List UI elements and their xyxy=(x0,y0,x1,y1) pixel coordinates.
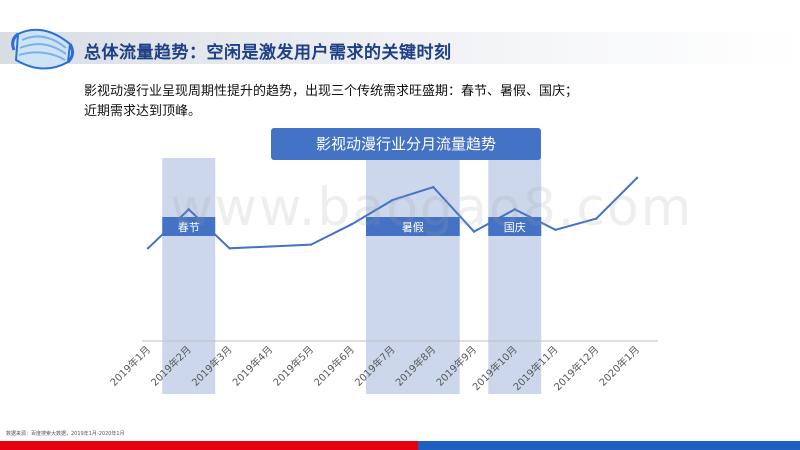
bottom-bar-blue xyxy=(418,441,800,450)
x-tick-label-5: 2019年6月 xyxy=(311,343,357,389)
bottom-bar-red xyxy=(0,441,418,450)
data-point-12 xyxy=(635,176,639,180)
data-point-1 xyxy=(187,208,190,211)
data-point-11 xyxy=(595,217,598,220)
chart-title: 影视动漫行业分月流量趋势 xyxy=(271,128,541,160)
x-tick-label-3: 2019年4月 xyxy=(230,343,276,389)
data-point-7 xyxy=(432,185,435,189)
highlight-label-box-1 xyxy=(366,217,460,236)
x-tick-label-4: 2019年5月 xyxy=(270,343,316,389)
intro-line-2: 近期需求达到顶峰。 xyxy=(84,104,202,119)
page-title: 总体流量趋势：空闲是激发用户需求的关键时刻 xyxy=(84,43,452,63)
highlight-label-box-0 xyxy=(162,217,216,236)
header-band xyxy=(0,32,800,64)
highlight-labels: 春节 暑假 国庆 xyxy=(162,217,542,236)
highlight-band-1 xyxy=(366,158,460,394)
intro-text: 影视动漫行业呈现周期性提升的趋势，出现三个传统需求旺盛期：春节、暑假、国庆； 近… xyxy=(84,82,704,122)
highlight-band-0 xyxy=(162,158,216,394)
face-mask-icon xyxy=(11,28,75,70)
chart-highlight-bands xyxy=(162,158,542,394)
x-tick-label-0: 2019年1月 xyxy=(107,343,153,389)
data-point-9 xyxy=(513,208,516,211)
watermark: www.baogao8.com xyxy=(170,178,694,238)
data-point-0 xyxy=(146,247,150,250)
highlight-label-2: 国庆 xyxy=(504,220,526,234)
highlight-label-box-2 xyxy=(488,217,542,236)
source-note: 数据来源：百度搜索大数据，2019年1月-2020年1月 xyxy=(6,431,125,437)
series-points xyxy=(146,176,639,250)
data-point-2 xyxy=(228,247,231,250)
data-point-10 xyxy=(554,228,557,231)
highlight-label-0: 春节 xyxy=(178,221,200,234)
data-point-4 xyxy=(309,243,313,246)
data-point-6 xyxy=(391,198,394,202)
highlight-band-2 xyxy=(488,158,542,394)
data-point-8 xyxy=(472,230,476,233)
x-tick-label-12: 2020年1月 xyxy=(596,343,642,389)
data-point-3 xyxy=(269,245,272,248)
highlight-label-1: 暑假 xyxy=(402,220,424,234)
data-point-5 xyxy=(350,223,353,226)
intro-line-1: 影视动漫行业呈现周期性提升的趋势，出现三个传统需求旺盛期：春节、暑假、国庆； xyxy=(84,84,579,99)
